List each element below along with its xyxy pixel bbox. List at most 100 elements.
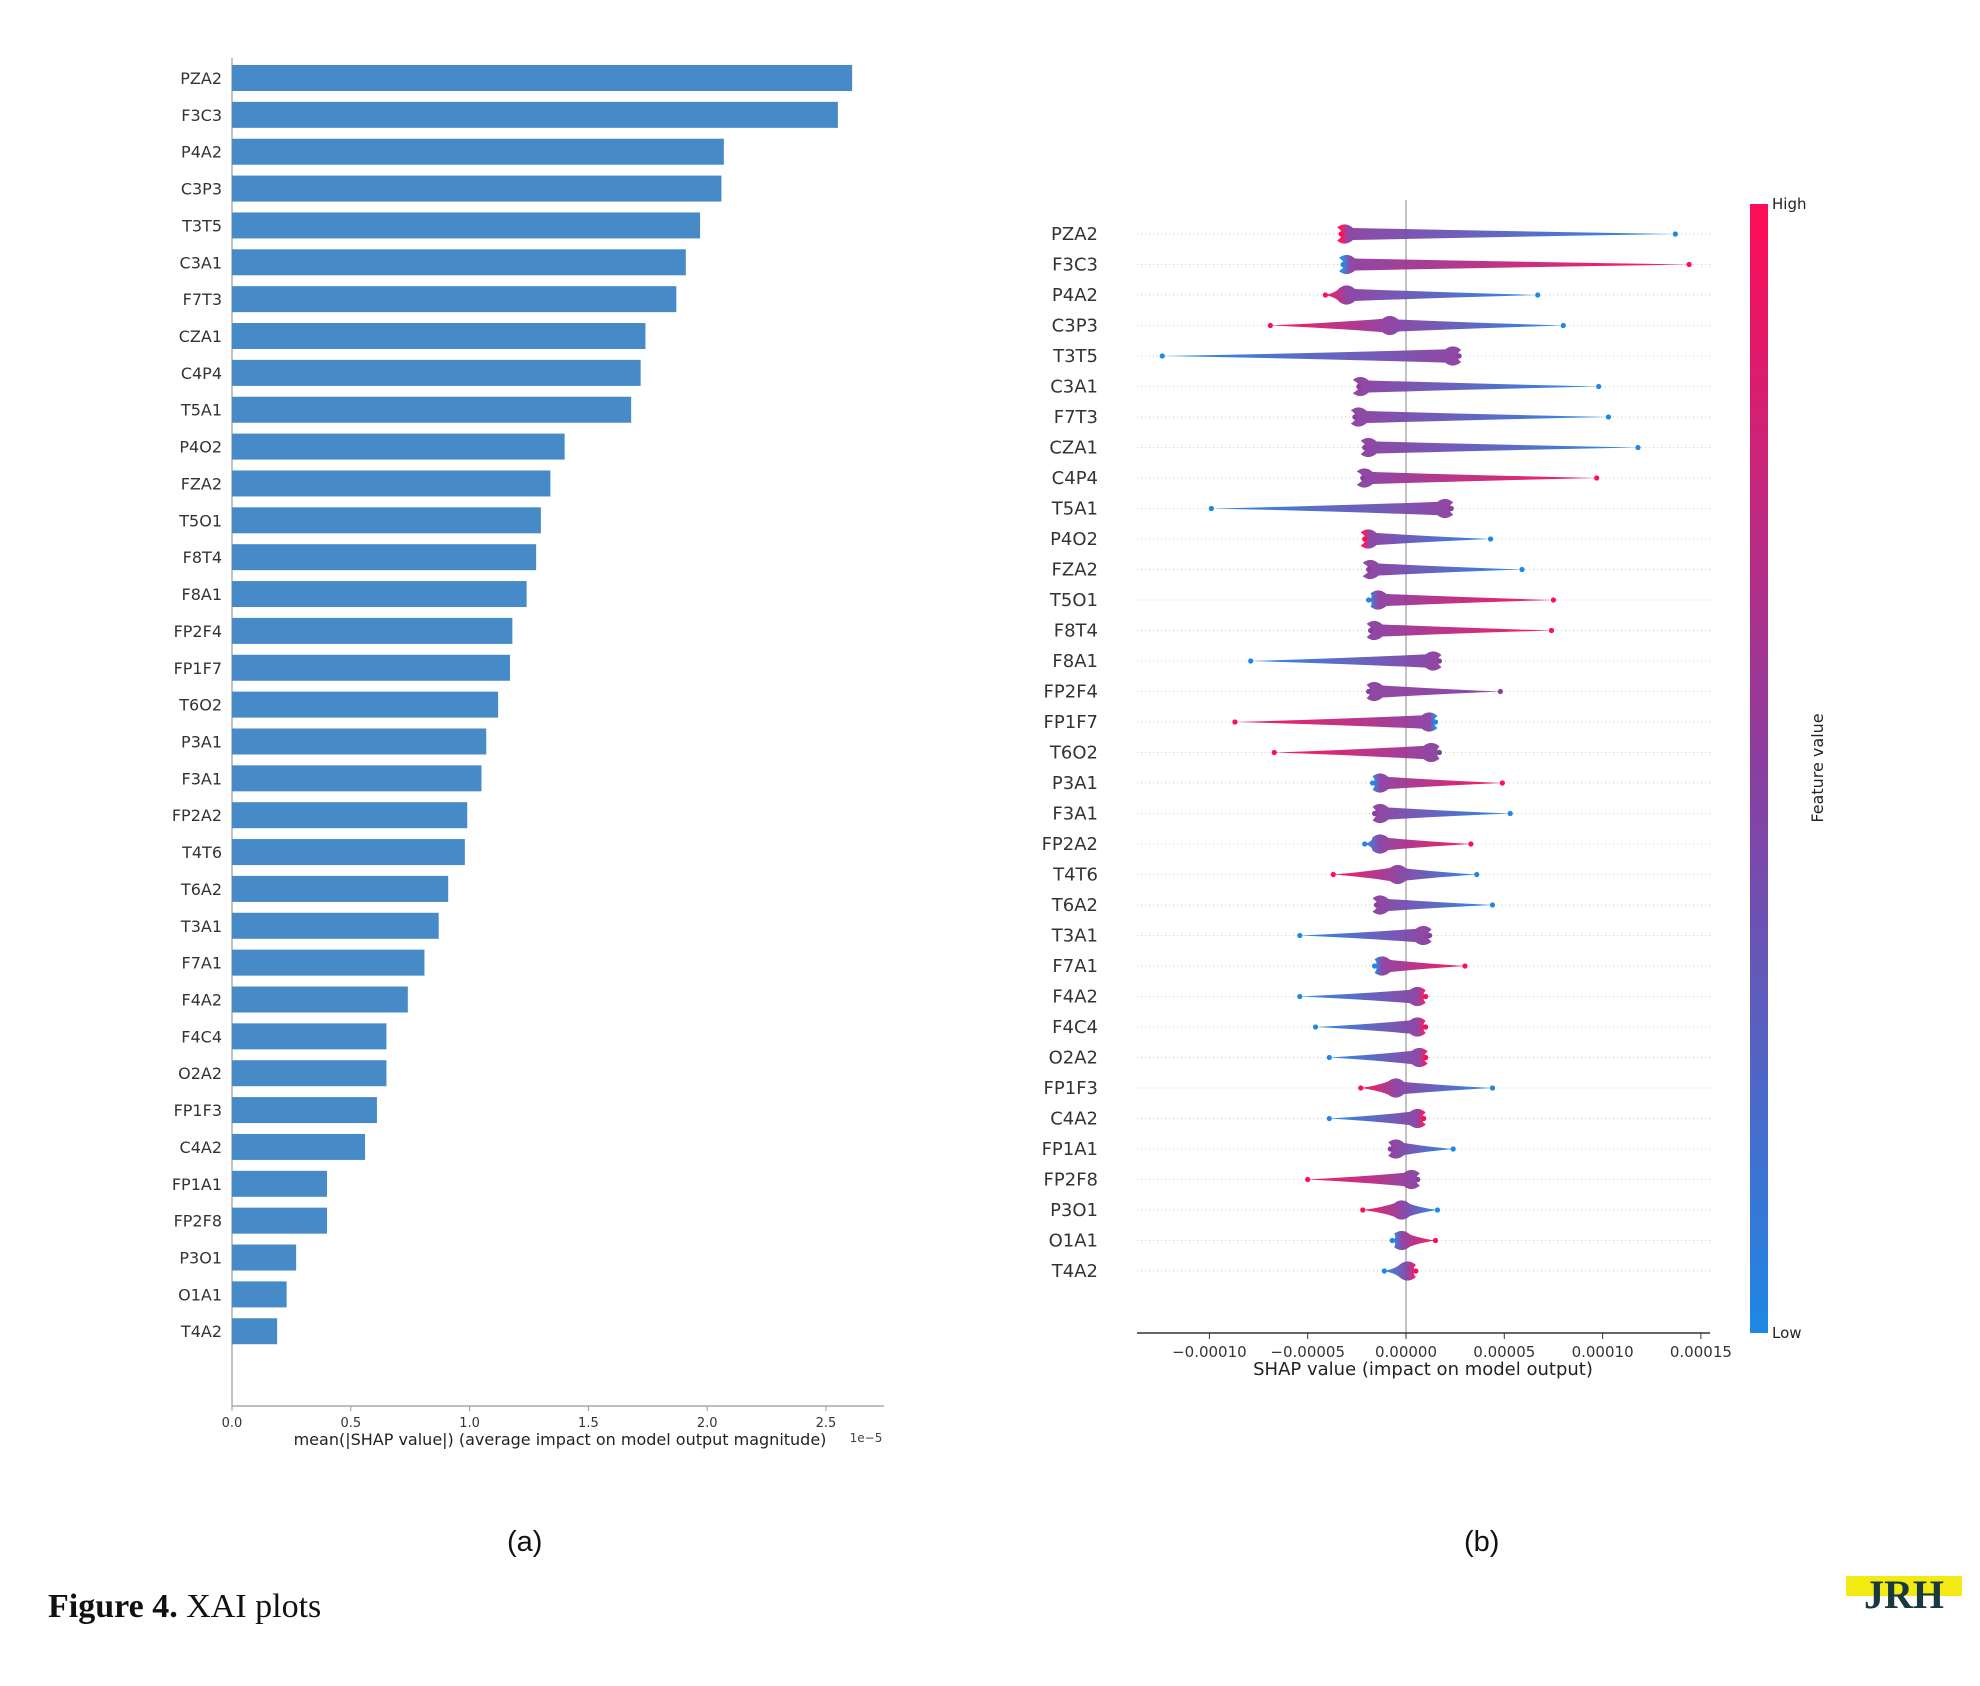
feature-label: P4O2 [1050, 529, 1098, 550]
swarm-body [1211, 498, 1454, 519]
swarm-min-point [1248, 658, 1254, 664]
swarm-fp2f8 [1305, 1169, 1421, 1190]
bar-f4a2 [232, 986, 408, 1013]
swarm-min-point [1297, 932, 1303, 939]
swarm-body [1162, 346, 1462, 366]
feature-label: FP2A2 [1042, 834, 1098, 855]
feature-label: PZA2 [1051, 224, 1098, 245]
swarm-o2a2 [1326, 1047, 1429, 1068]
figure-caption-text: XAI plots [186, 1588, 322, 1625]
swarm-max-point [1421, 1115, 1427, 1122]
feature-label: F3C3 [1052, 255, 1098, 276]
bar-p4o2 [232, 433, 565, 460]
swarm-body [1325, 285, 1538, 305]
swarm-min-point [1369, 780, 1376, 786]
x-tick-label: 0.00000 [1375, 1343, 1437, 1361]
swarm-max-point [1423, 1054, 1429, 1061]
swarm-min-point [1366, 566, 1372, 573]
swarm-pza2 [1337, 224, 1678, 244]
swarm-body [1356, 468, 1597, 488]
feature-label: C4A2 [1050, 1109, 1098, 1130]
feature-label: T4T6 [1052, 865, 1098, 886]
bar-c3a1 [232, 249, 686, 276]
swarm-max-point [1507, 810, 1513, 817]
swarm-min-point [1159, 353, 1165, 359]
swarm-min-point [1358, 1085, 1364, 1091]
swarm-min-point [1326, 1115, 1332, 1122]
swarm-body [1384, 1261, 1416, 1281]
feature-label: O2A2 [1049, 1048, 1098, 1069]
bar-f8t4 [232, 544, 537, 571]
swarm-f3a1 [1371, 803, 1513, 824]
swarm-body [1372, 773, 1503, 793]
swarm-max-point [1456, 353, 1462, 359]
swarm-body [1362, 559, 1522, 580]
bar-t6a2 [232, 875, 449, 902]
x-axis-label: mean(|SHAP value|) (average impact on mo… [294, 1430, 827, 1449]
subfigure-label-a: (a) [507, 1526, 543, 1558]
swarm-max-point [1499, 780, 1505, 786]
subfigure-label-b: (b) [1464, 1526, 1500, 1558]
swarm-max-point [1489, 1085, 1496, 1091]
bar-t4a2 [232, 1318, 278, 1345]
swarm-p4a2 [1322, 285, 1541, 305]
swarm-max-point [1672, 231, 1678, 237]
logo-text: JRH [1864, 1572, 1944, 1614]
swarm-max-point [1423, 1024, 1429, 1030]
feature-label: C3P3 [1052, 316, 1098, 337]
swarm-max-point [1423, 993, 1429, 1000]
bar-t6o2 [232, 691, 499, 718]
swarm-max-point [1489, 902, 1496, 908]
feature-label: C4P4 [1052, 468, 1098, 489]
feature-label: FP1F3 [1044, 1078, 1098, 1099]
swarm-body [1315, 1017, 1426, 1037]
swarm-body [1360, 1078, 1493, 1098]
x-axis-label: SHAP value (impact on model output) [1253, 1359, 1593, 1380]
swarm-min-point [1381, 1268, 1387, 1274]
feature-label: F7A1 [1052, 956, 1098, 977]
swarm-min-point [1368, 627, 1374, 634]
bar-c4a2 [232, 1133, 366, 1160]
swarm-min-point [1362, 841, 1368, 847]
feature-label: T6A2 [1051, 895, 1098, 916]
swarm-max-point [1605, 414, 1612, 420]
y-tick-label: F8A1 [181, 585, 222, 604]
swarm-max-point [1487, 536, 1494, 542]
feature-label: T4A2 [1051, 1261, 1098, 1282]
y-tick-label: P3A1 [181, 732, 222, 751]
swarm-body [1350, 407, 1609, 427]
y-tick-label: F4A2 [181, 991, 222, 1010]
feature-label: FP1A1 [1042, 1139, 1098, 1160]
y-tick-label: F7A1 [181, 954, 222, 973]
swarm-body [1392, 1230, 1436, 1251]
bar-fp2f8 [232, 1207, 328, 1234]
x-tick-label: 0.00005 [1473, 1343, 1535, 1361]
feature-label: O1A1 [1049, 1231, 1098, 1252]
x-tick-label: 0.00010 [1572, 1343, 1634, 1361]
jrh-logo: JRH [1846, 1572, 1962, 1614]
feature-label: F4A2 [1052, 987, 1098, 1008]
swarm-min-point [1232, 719, 1238, 725]
feature-label: FP2F4 [1044, 682, 1098, 703]
swarm-p3o1 [1360, 1200, 1441, 1220]
swarm-body [1374, 956, 1465, 976]
swarm-o1a1 [1389, 1230, 1439, 1251]
bar-c4p4 [232, 359, 641, 386]
swarm-c3p3 [1267, 315, 1566, 336]
swarm-max-point [1497, 688, 1503, 695]
x-tick-label: 2.0 [697, 1416, 718, 1431]
swarm-p3a1 [1369, 773, 1505, 793]
bar-t5o1 [232, 507, 541, 534]
swarm-body [1366, 681, 1501, 702]
feature-label: F8T4 [1054, 621, 1098, 642]
swarm-max-point [1413, 1268, 1419, 1274]
feature-label: T5O1 [1049, 590, 1098, 611]
bar-o1a1 [232, 1281, 287, 1308]
x-tick-label: −0.00010 [1172, 1343, 1247, 1361]
x-tick-label: 1.5 [578, 1416, 599, 1431]
feature-label: FP1F7 [1044, 712, 1098, 733]
swarm-min-point [1371, 963, 1378, 969]
x-tick-label: 2.5 [816, 1416, 837, 1431]
swarm-body [1388, 1139, 1454, 1159]
